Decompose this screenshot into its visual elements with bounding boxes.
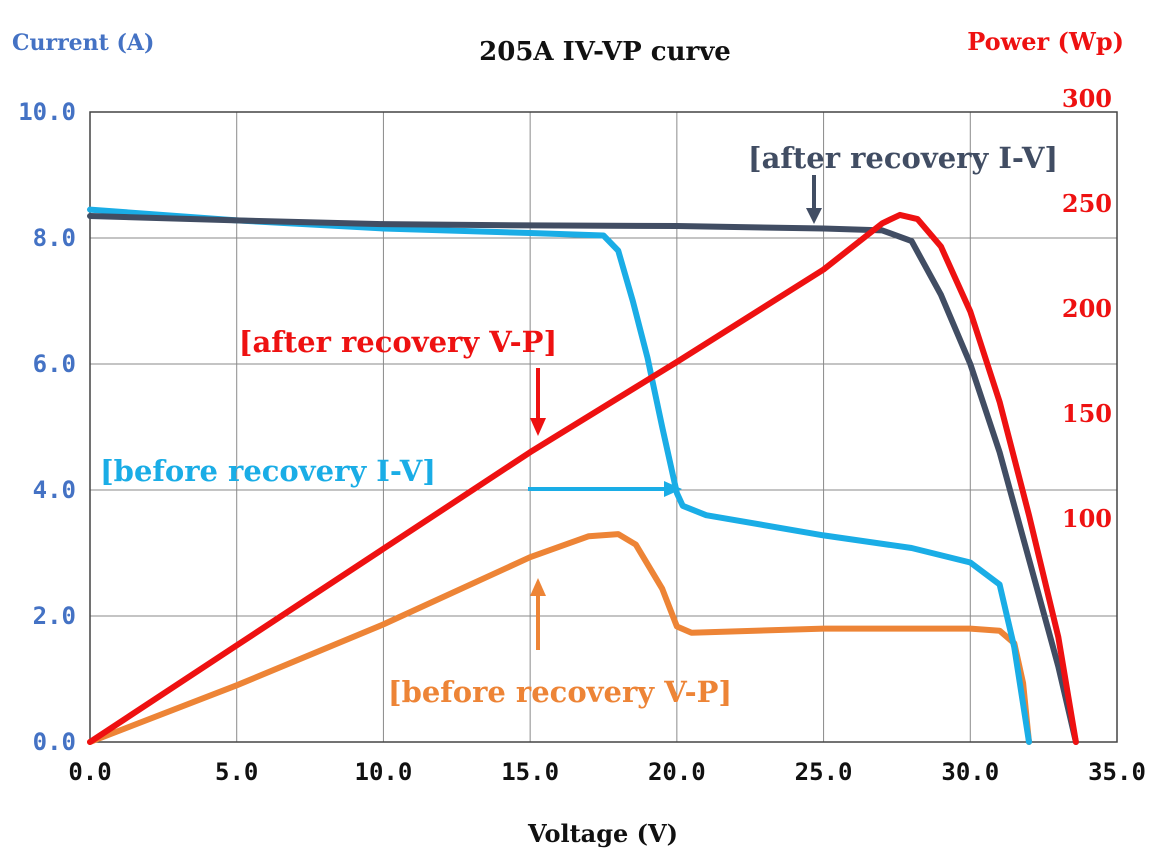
right-tick-label: 100	[1062, 504, 1112, 533]
label-before-iv: [before recovery I-V]	[100, 454, 436, 488]
x-tick-label: 15.0	[501, 758, 559, 786]
right-tick-labels: 100 150 200 250 300	[1062, 84, 1112, 533]
right-axis-label: Power (Wp)	[967, 27, 1124, 56]
arrow-after-iv	[806, 175, 822, 224]
x-tick-label: 35.0	[1088, 758, 1146, 786]
right-tick-label: 250	[1062, 189, 1112, 218]
x-tick-label: 20.0	[648, 758, 706, 786]
series-before-recovery-i-v	[87, 206, 1032, 745]
left-tick-label: 0.0	[33, 728, 76, 756]
left-axis-label: Current (A)	[12, 30, 154, 56]
right-tick-label: 300	[1062, 84, 1112, 113]
series-after-recovery-i-v	[87, 213, 1079, 745]
left-tick-label: 6.0	[33, 350, 76, 378]
x-axis-label: Voltage (V)	[527, 819, 678, 848]
series-after-recovery-v-p	[87, 211, 1079, 745]
left-tick-label: 10.0	[18, 98, 76, 126]
left-tick-label: 2.0	[33, 602, 76, 630]
label-before-vp: [before recovery V-P]	[388, 675, 732, 709]
x-tick-label: 30.0	[941, 758, 999, 786]
label-after-iv: [after recovery I-V]	[748, 141, 1058, 175]
x-tick-label: 25.0	[795, 758, 853, 786]
x-tick-label: 5.0	[215, 758, 258, 786]
chart-title: 205A IV-VP curve	[479, 37, 731, 67]
left-tick-label: 4.0	[33, 476, 76, 504]
plot-frame	[89, 111, 1118, 743]
x-tick-label: 10.0	[355, 758, 413, 786]
arrow-after-vp	[530, 368, 546, 436]
left-tick-labels: 0.0 2.0 4.0 6.0 8.0 10.0	[18, 98, 76, 756]
gridlines	[89, 111, 1118, 743]
right-tick-label: 150	[1062, 399, 1112, 428]
series-before-recovery-v-p	[87, 531, 1032, 745]
x-tick-label: 0.0	[68, 758, 111, 786]
x-tick-labels: 0.0 5.0 10.0 15.0 20.0 25.0 30.0 35.0	[68, 758, 1146, 786]
arrow-before-iv	[528, 481, 682, 497]
arrow-before-vp	[530, 578, 546, 650]
label-after-vp: [after recovery V-P]	[239, 325, 557, 359]
left-tick-label: 8.0	[33, 224, 76, 252]
series-lines	[87, 206, 1079, 745]
right-tick-label: 200	[1062, 294, 1112, 323]
